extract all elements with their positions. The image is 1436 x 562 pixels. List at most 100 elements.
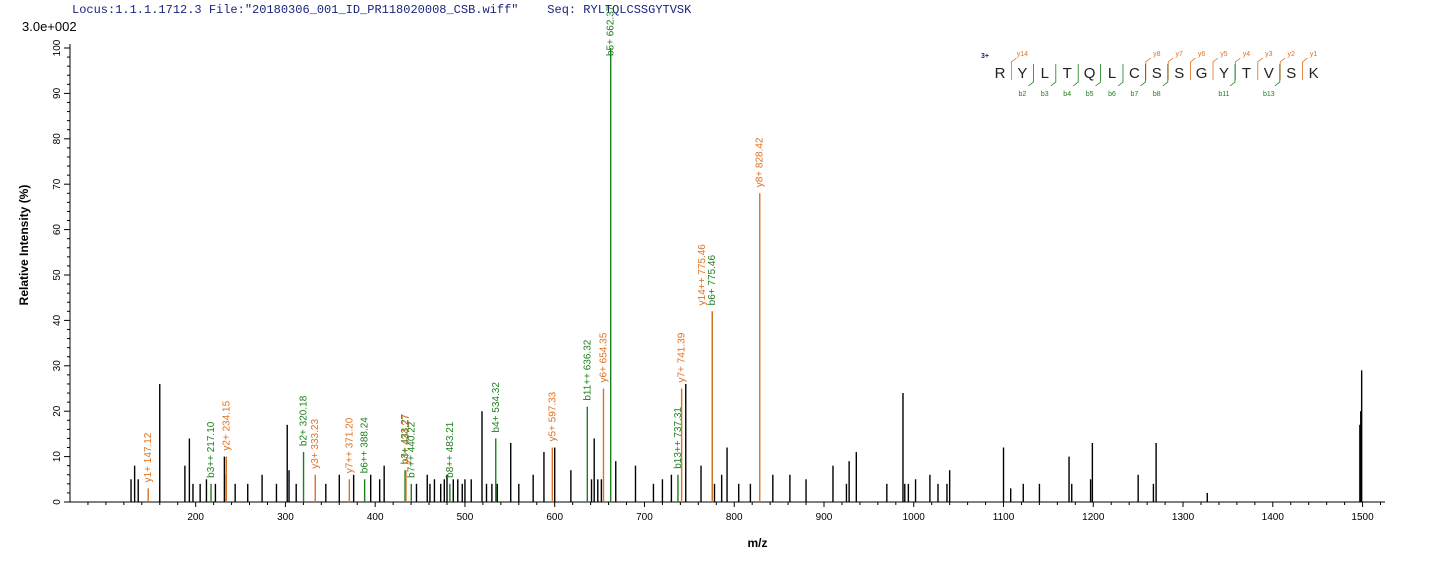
x-tick-label: 1400: [1262, 512, 1285, 523]
y-ion-label: y7: [1175, 51, 1183, 58]
x-tick-label: 1500: [1351, 512, 1374, 523]
sequence-label: Seq: RYLTQLCSSGYTVSK: [547, 3, 692, 17]
b-ion-label: b2: [1019, 91, 1027, 98]
peak-label-b: b6++ 388.24: [360, 417, 371, 474]
residue-letter: C: [1129, 65, 1140, 82]
b-ion-bracket: [1072, 64, 1079, 87]
residue-letter: L: [1041, 65, 1049, 82]
residue-letter: T: [1242, 65, 1251, 82]
residue-letter: Q: [1084, 65, 1096, 82]
b-ion-bracket: [1274, 64, 1281, 87]
y-tick-label: 30: [52, 360, 63, 372]
b-ion-label: b3: [1041, 91, 1049, 98]
peak-label-b: b3++ 217.10: [206, 421, 217, 478]
peak-label-y: y14++ 775.46: [697, 244, 708, 306]
peak-label-b: b8++ 483.21: [445, 421, 456, 478]
y-ion-bracket: [1235, 57, 1241, 80]
b-ion-bracket: [1117, 64, 1124, 87]
residue-letter: T: [1063, 65, 1072, 82]
b-ion-bracket: [1162, 64, 1169, 87]
peak-label-y: y4+ 434.27: [401, 414, 412, 464]
x-axis-title: m/z: [747, 536, 767, 550]
b-ion-label: b7: [1131, 91, 1139, 98]
y-ion-label: y5: [1220, 51, 1228, 58]
y-ion-bracket: [1257, 57, 1264, 80]
x-tick-label: 300: [277, 512, 294, 523]
peak-bars: [130, 48, 1363, 502]
y-ion-label: y14: [1017, 51, 1028, 58]
b-ion-bracket: [1229, 64, 1236, 87]
b-ion-label: b13: [1263, 91, 1275, 98]
file-label: File:"20180306_001_ID_PR118020008_CSB.wi…: [208, 3, 519, 17]
peak-label-y: y7+ 741.39: [677, 332, 688, 382]
x-tick-label: 700: [636, 512, 653, 523]
y-ion-label: y2: [1287, 51, 1295, 58]
residue-letter: L: [1108, 65, 1116, 82]
y-ion-bracket: [1190, 57, 1196, 80]
peak-label-b: b5+ 662.37: [606, 5, 617, 56]
y-tick-label: 80: [52, 133, 63, 145]
peak-labels: y1+ 147.12 b3++ 217.10 y2+ 234.15 b2+ 320.1…: [143, 5, 766, 482]
y-tick-label: 10: [52, 451, 63, 463]
intensity-scale-label: 3.0e+002: [22, 19, 77, 34]
y-tick-label: 100: [52, 39, 63, 56]
residue-letter: K: [1309, 65, 1319, 82]
x-tick-label: 1200: [1082, 512, 1105, 523]
x-tick-label: 1300: [1172, 512, 1195, 523]
chart-axes: 200 300 400 500 600 700 800 900 1000 1100 1200 1300…: [17, 39, 1385, 550]
y-ion-label: y8: [1153, 51, 1161, 58]
y-tick-label: 60: [52, 224, 63, 236]
y-ion-bracket: [1167, 57, 1174, 80]
y-tick-label: 90: [52, 87, 63, 99]
peak-label-b: b7++ 440.22: [406, 421, 417, 478]
peak-label-y: y2+ 234.15: [221, 400, 232, 450]
x-tick-label: 400: [367, 512, 384, 523]
y-axis-title: Relative Intensity (%): [17, 185, 31, 306]
b-ion-label: b4: [1063, 91, 1071, 98]
y-ion-label: y6: [1198, 51, 1206, 58]
b-ion-label: b6: [1108, 91, 1116, 98]
y-ion-bracket: [1011, 57, 1017, 80]
y-ion-bracket: [1279, 57, 1286, 80]
residue-letter: S: [1152, 65, 1162, 82]
y-ion-label: y4: [1243, 51, 1251, 58]
peak-label-y: y7++ 371.20: [344, 417, 355, 473]
peak-label-y: y6+ 654.35: [598, 332, 609, 382]
x-tick-label: 800: [726, 512, 743, 523]
x-tick-label: 1000: [903, 512, 926, 523]
peak-label-b: b13++ 737.31: [673, 407, 684, 469]
peak-label-y: y1+ 147.12: [143, 432, 154, 482]
residue-letter: Y: [1219, 65, 1229, 82]
charge-label: 3+: [981, 53, 989, 60]
b-ion-bracket: [1050, 64, 1057, 87]
b-ion-label: b8: [1153, 91, 1161, 98]
y-tick-label: 20: [52, 405, 63, 417]
x-tick-label: 600: [546, 512, 563, 523]
b-ion-bracket: [1028, 64, 1034, 87]
y-tick-label: 40: [52, 314, 63, 326]
peak-label-b: b2+ 320.18: [299, 395, 310, 446]
x-tick-label: 1100: [993, 512, 1015, 523]
b-ion-bracket: [1140, 64, 1146, 87]
residue-letter: Y: [1017, 65, 1027, 82]
peak-label-b: b6+ 775.46: [707, 255, 718, 306]
residue-letter: G: [1196, 65, 1208, 82]
b-ion-label: b11: [1218, 91, 1229, 98]
b-ion-bracket: [1095, 64, 1101, 87]
residue-letter: S: [1174, 65, 1184, 82]
y-ion-label: y1: [1310, 51, 1318, 58]
b-ion-label: b5: [1086, 91, 1094, 98]
y-tick-label: 0: [52, 499, 63, 505]
peak-label-y: y3+ 333.23: [310, 419, 321, 469]
y-tick-label: 50: [52, 269, 63, 281]
x-tick-label: 500: [457, 512, 474, 523]
y-ion-label: y3: [1265, 51, 1273, 58]
y-ion-bracket: [1302, 57, 1308, 80]
residue-letter: R: [995, 65, 1006, 82]
residue-letter: S: [1286, 65, 1296, 82]
y-tick-label: 70: [52, 178, 63, 190]
x-tick-label: 900: [816, 512, 833, 523]
y-ion-bracket: [1145, 57, 1152, 80]
